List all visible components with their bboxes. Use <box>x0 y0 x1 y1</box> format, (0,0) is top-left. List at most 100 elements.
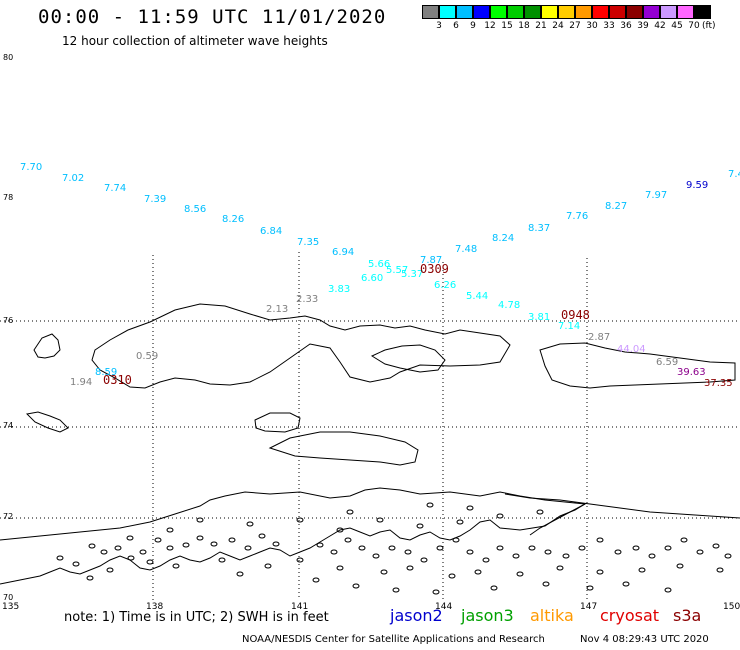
legend-swatch <box>609 5 626 19</box>
legend-swatch <box>660 5 677 19</box>
wave-height-label: 7.97 <box>645 190 667 201</box>
legend-swatch <box>439 5 456 19</box>
lake-outline <box>372 553 380 559</box>
legend-swatch <box>490 5 507 19</box>
wave-height-label: 5.37 <box>401 269 423 280</box>
lake-outline <box>638 567 646 573</box>
lake-outline <box>336 565 344 571</box>
lake-outline <box>452 537 460 543</box>
lat-label-78: 78 <box>3 193 13 202</box>
lake-outline <box>496 513 504 519</box>
lake-outline <box>388 545 396 551</box>
legend-label: 27 <box>569 21 581 31</box>
legend-label: 15 <box>501 21 513 31</box>
legend-swatch <box>677 5 694 19</box>
wave-height-label: 8.56 <box>184 204 206 215</box>
lake-outline <box>432 589 440 595</box>
lake-outline <box>474 569 482 575</box>
coast-peninsula <box>529 503 586 536</box>
page-subtitle: 12 hour collection of altimeter wave hei… <box>62 34 328 48</box>
wave-height-label: 3.81 <box>528 312 550 323</box>
legend-swatch <box>422 5 439 19</box>
wave-height-label: 2.33 <box>296 294 318 305</box>
lake-outline <box>196 535 204 541</box>
lat-label-76: 76 <box>3 316 13 325</box>
coast-islet-center <box>254 412 301 433</box>
lake-outline <box>127 555 135 561</box>
lat-label-80: 80 <box>3 53 13 62</box>
lake-outline <box>516 571 524 577</box>
lake-outline <box>380 569 388 575</box>
pass-time-label: 0310 <box>103 373 132 387</box>
wave-height-label: 6.84 <box>260 226 282 237</box>
footer-credit: NOAA/NESDIS Center for Satellite Applica… <box>242 634 545 645</box>
satellite-jason2-label: jason2 <box>390 606 443 625</box>
legend-label: 6 <box>453 21 459 31</box>
legend-label: 45 <box>671 21 683 31</box>
lake-outline <box>296 557 304 563</box>
lake-outline <box>244 545 252 551</box>
lake-outline <box>228 537 236 543</box>
page-title: 00:00 - 11:59 UTC 11/01/2020 <box>38 6 387 28</box>
lake-outline <box>420 557 428 563</box>
lake-outline <box>536 509 544 515</box>
coast-new-siberia-island <box>539 342 736 389</box>
legend-swatch <box>592 5 609 19</box>
wave-height-label: 7.48 <box>455 244 477 255</box>
wave-height-label: 0.59 <box>136 351 158 362</box>
lake-outline <box>648 553 656 559</box>
wave-height-label: 5.44 <box>466 291 488 302</box>
lake-outline <box>542 581 550 587</box>
lake-outline <box>316 542 324 548</box>
coastlines <box>0 303 740 585</box>
wave-height-label: 6.59 <box>656 357 678 368</box>
lake-outline <box>664 545 672 551</box>
legend-label: 18 <box>518 21 530 31</box>
legend-swatch <box>456 5 473 19</box>
wave-height-label: 2.13 <box>266 304 288 315</box>
lake-outline <box>436 545 444 551</box>
wave-height-label: 5.66 <box>368 259 390 270</box>
lake-outline <box>218 557 226 563</box>
lake-outline <box>258 533 266 539</box>
lon-label-138: 138 <box>146 602 163 612</box>
lake-outline <box>88 543 96 549</box>
legend-swatch <box>507 5 524 19</box>
lake-outline <box>578 545 586 551</box>
legend-swatch <box>626 5 643 19</box>
lake-outline <box>72 561 80 567</box>
lake-outline <box>330 549 338 555</box>
lake-outline <box>496 545 504 551</box>
wave-height-label: 37.35 <box>704 378 733 389</box>
lake-outline <box>246 521 254 527</box>
lake-outline <box>544 549 552 555</box>
lake-outline <box>336 527 344 533</box>
lake-outline <box>312 577 320 583</box>
lake-outline <box>426 502 434 508</box>
lake-outline <box>358 545 366 551</box>
wave-height-label: 8.26 <box>222 214 244 225</box>
satellite-s3a-label: s3a <box>673 606 702 625</box>
lake-outline <box>586 585 594 591</box>
lake-outline <box>182 542 190 548</box>
wave-height-label: 44.04 <box>617 344 646 355</box>
lake-outline <box>596 537 604 543</box>
legend-label: 21 <box>535 21 547 31</box>
lake-outline <box>622 581 630 587</box>
lake-outline <box>716 567 724 573</box>
lake-outline <box>264 563 272 569</box>
lon-label-147: 147 <box>580 602 597 612</box>
lon-label-150: 150 <box>723 602 740 612</box>
lake-outline <box>56 555 64 561</box>
coast-stolbovoy-island <box>33 333 61 359</box>
lake-outline <box>406 565 414 571</box>
lakes <box>56 502 732 595</box>
lake-outline <box>680 537 688 543</box>
satellite-jason3-label: jason3 <box>461 606 514 625</box>
wave-height-label: 7.02 <box>62 173 84 184</box>
wave-height-label: 8.27 <box>605 201 627 212</box>
lake-outline <box>676 563 684 569</box>
wave-height-label: 6.60 <box>361 273 383 284</box>
legend-swatch <box>694 5 711 19</box>
wave-height-label: 7.76 <box>566 211 588 222</box>
